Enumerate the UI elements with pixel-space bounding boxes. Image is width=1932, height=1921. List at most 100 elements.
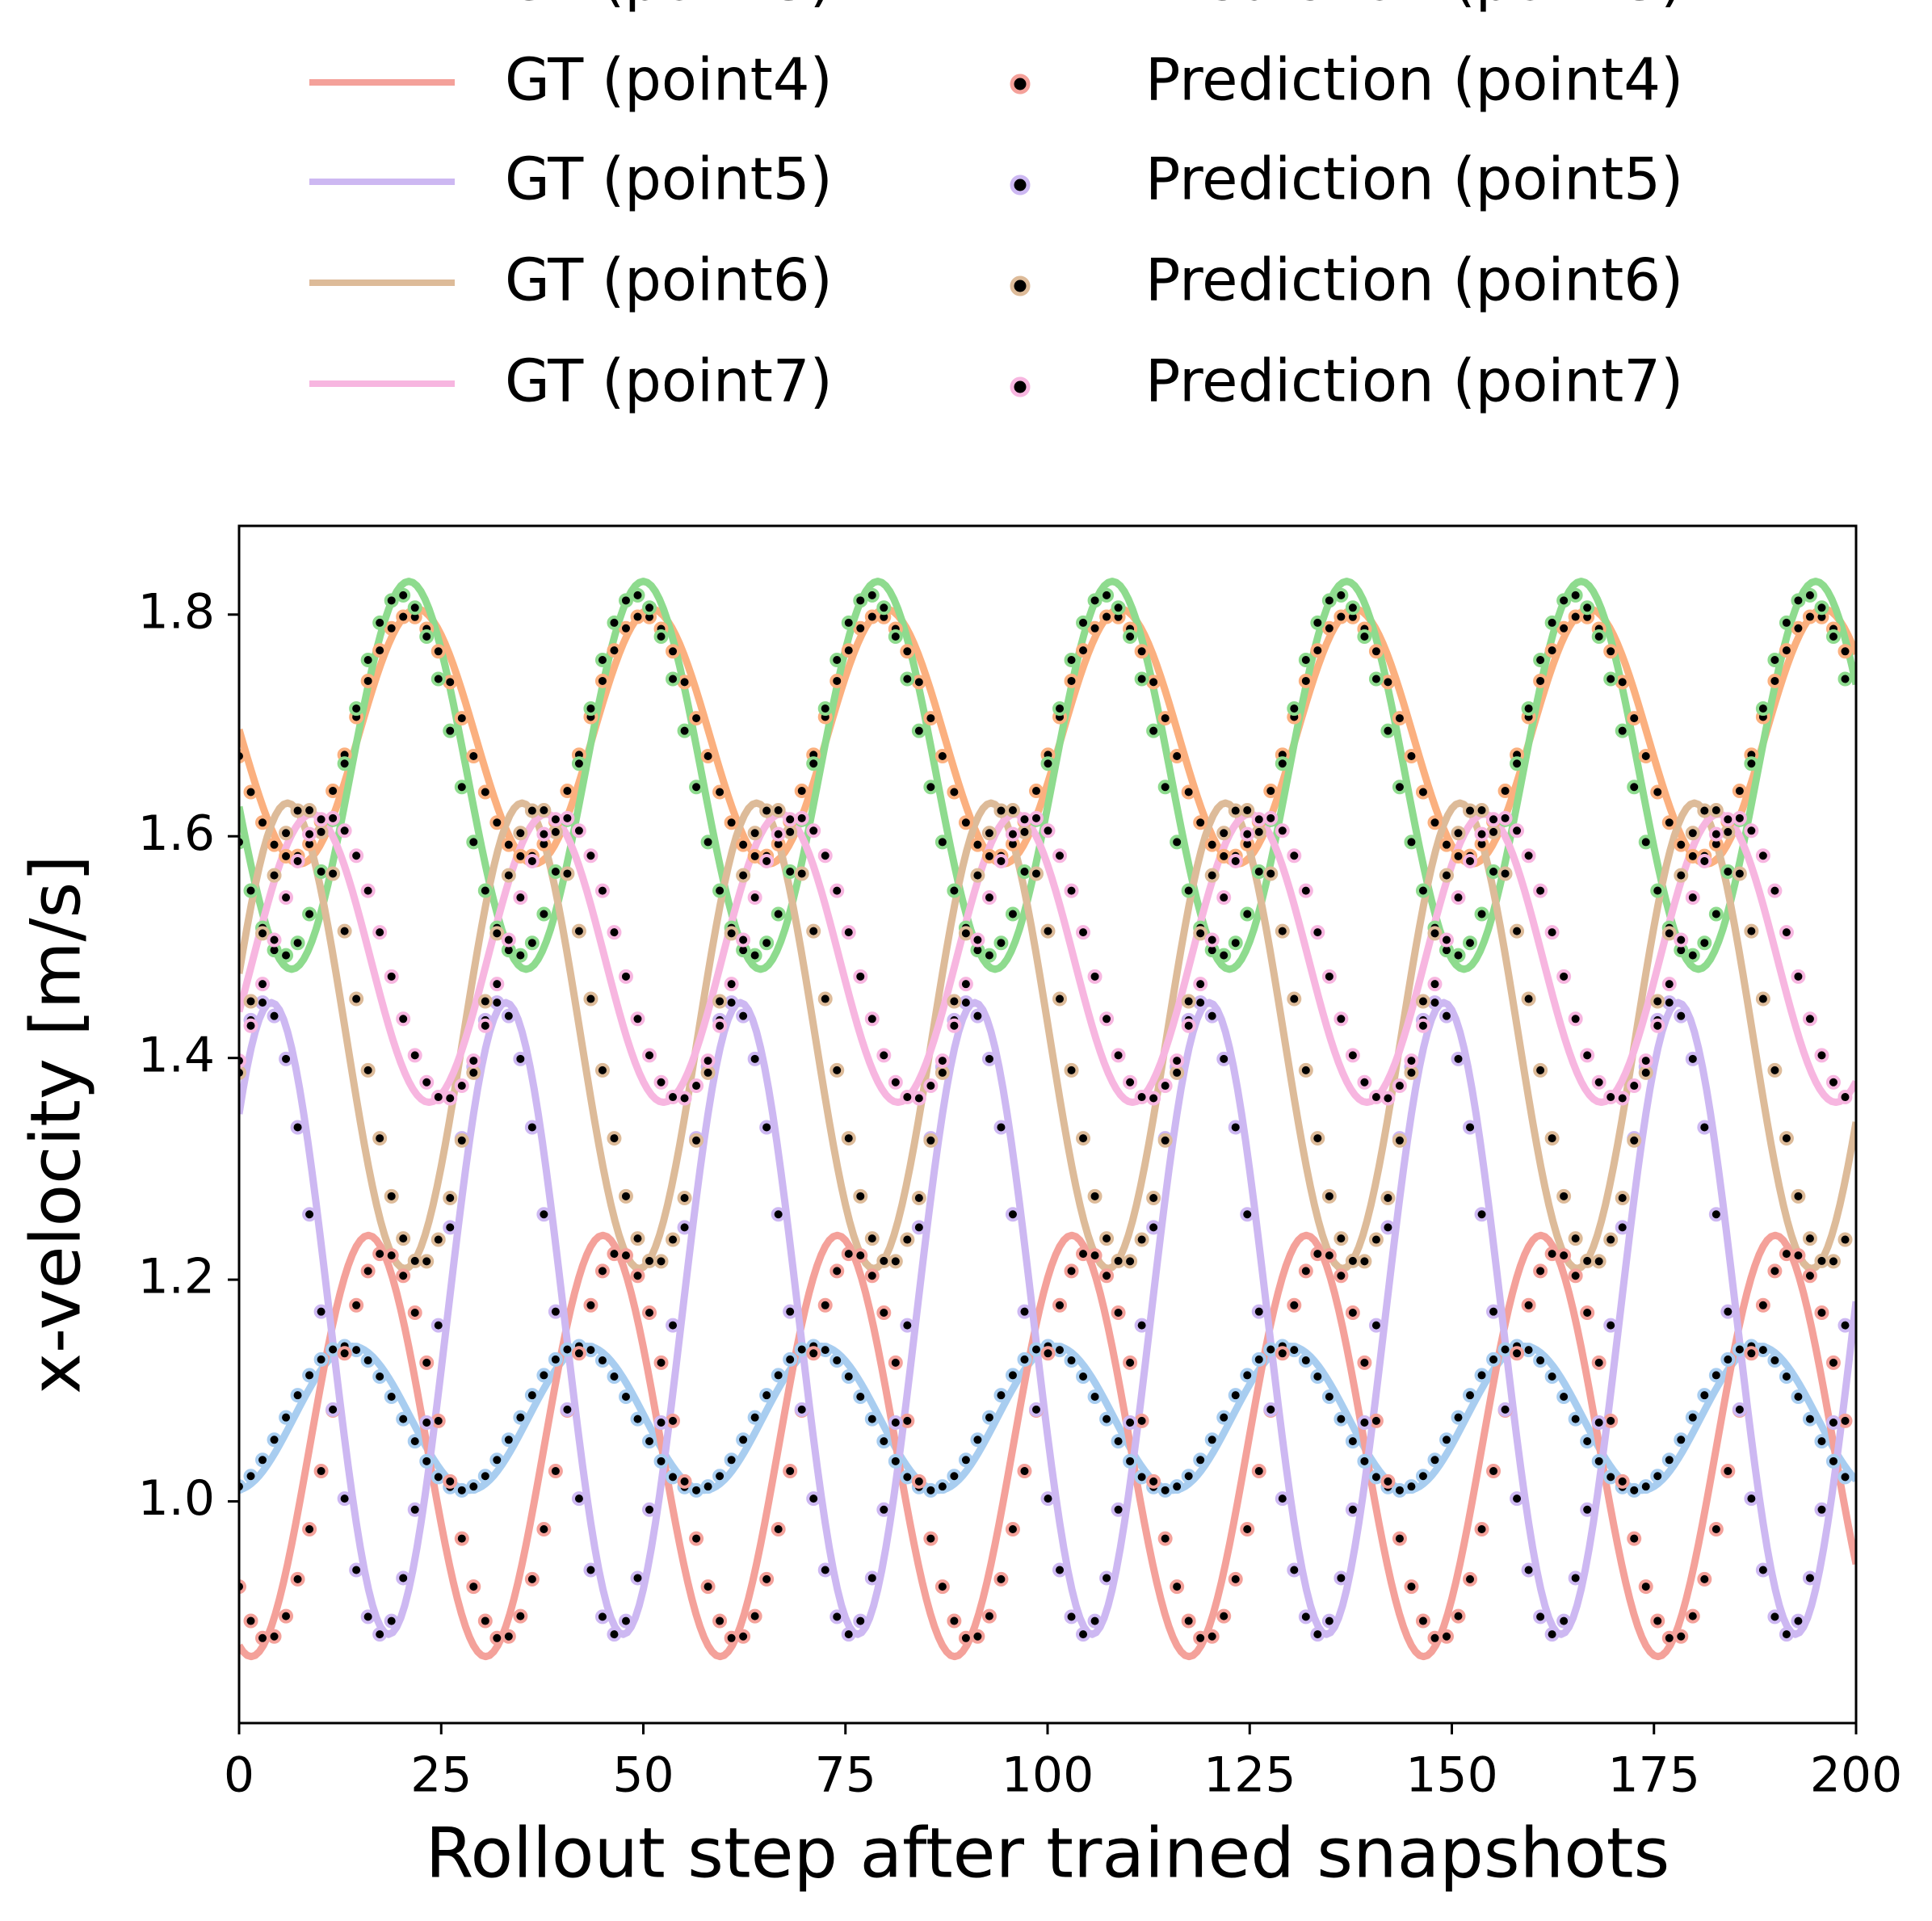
- pred-point-point6: [1368, 1232, 1384, 1247]
- pred-point-point5: [430, 1318, 446, 1333]
- pred-point-point5: [1708, 1207, 1724, 1222]
- pred-point-point4: [689, 1531, 704, 1546]
- pred-point-point3: [923, 780, 939, 795]
- pred-point-point7: [1123, 1074, 1138, 1090]
- pred-point-point5: [900, 1318, 915, 1333]
- pred-point-point1: [454, 1482, 469, 1498]
- pred-point-point6: [1334, 1231, 1349, 1246]
- pred-point-point6: [1779, 1131, 1794, 1146]
- pred-point-point1: [1767, 1353, 1783, 1368]
- pred-point-point6: [1708, 803, 1724, 818]
- pred-point-point6: [981, 826, 997, 841]
- pred-point-point4: [1720, 1464, 1736, 1479]
- legend-pred-label: Prediction (point6): [1145, 246, 1683, 314]
- pred-point-point7: [666, 1090, 681, 1105]
- pred-point-point7: [337, 823, 352, 839]
- pred-point-point5: [970, 1008, 985, 1024]
- pred-point-point5: [349, 1562, 364, 1578]
- pred-point-point7: [1228, 853, 1243, 868]
- pred-point-point4: [477, 1613, 493, 1629]
- pred-point-point3: [747, 948, 762, 963]
- pred-point-point5: [1123, 1415, 1138, 1431]
- pred-point-point6: [1040, 923, 1056, 939]
- pred-point-point4: [806, 1346, 821, 1361]
- pred-point-point4: [255, 1630, 271, 1646]
- pred-point-point7: [712, 1018, 728, 1033]
- pred-point-point7: [1204, 932, 1220, 948]
- pred-point-point5: [1556, 1613, 1572, 1629]
- legend: GT (point3) Prediction (point3) GT (poin…: [309, 0, 1683, 415]
- pred-point-point4: [947, 1613, 962, 1629]
- pred-point-point4: [1638, 1579, 1653, 1595]
- pred-point-point5: [1825, 1415, 1841, 1431]
- pred-point-point7: [594, 883, 610, 898]
- pred-point-point5: [911, 1220, 926, 1235]
- pred-point-point1: [794, 1342, 809, 1357]
- pred-point-point7: [489, 977, 505, 992]
- pred-point-point5: [981, 1051, 997, 1066]
- pred-point-point7: [1345, 1048, 1360, 1063]
- pred-point-point7: [1638, 1053, 1653, 1069]
- pred-point-point2: [1427, 815, 1443, 830]
- pred-point-point1: [360, 1353, 376, 1368]
- pred-point-point1: [1005, 1368, 1020, 1383]
- pred-point-point6: [1275, 923, 1290, 939]
- pred-point-point2: [1134, 644, 1149, 659]
- pred-point-point6: [1591, 1254, 1606, 1269]
- pred-point-point7: [1275, 823, 1290, 839]
- pred-point-point6: [712, 994, 728, 1009]
- pred-point-point6: [1427, 926, 1443, 941]
- pred-point-point3: [1685, 948, 1700, 963]
- pred-point-point5: [571, 1491, 586, 1507]
- pred-point-point2: [981, 848, 997, 864]
- pred-point-point6: [477, 994, 493, 1009]
- pred-point-point6: [1204, 868, 1220, 883]
- pred-point-point1: [1404, 1479, 1419, 1494]
- pred-point-point4: [1017, 1464, 1032, 1479]
- pred-point-point7: [736, 932, 751, 948]
- pred-point-point4: [1157, 1531, 1173, 1546]
- pred-point-point6: [993, 803, 1009, 818]
- pred-point-point7: [1157, 1078, 1173, 1094]
- pred-point-point5: [1791, 1613, 1806, 1629]
- pred-point-point4: [1451, 1608, 1466, 1624]
- pred-point-point6: [396, 1231, 411, 1246]
- pred-point-point4: [841, 1246, 856, 1262]
- pred-point-point4: [1697, 1571, 1712, 1587]
- pred-point-point4: [290, 1571, 305, 1587]
- legend-row-point4: GT (point4) Prediction (point4): [309, 46, 1683, 114]
- pred-point-point7: [279, 890, 294, 906]
- pred-point-point6: [1017, 824, 1032, 839]
- pred-point-point4: [1521, 1297, 1536, 1313]
- pred-point-point7: [1263, 810, 1279, 826]
- pred-point-point6: [689, 1133, 704, 1148]
- pred-point-point7: [1438, 932, 1454, 948]
- pred-point-point6: [1146, 1190, 1161, 1205]
- pred-point-point7: [934, 1053, 950, 1069]
- pred-point-point2: [1146, 675, 1161, 690]
- pred-point-point4: [1368, 1413, 1384, 1428]
- pred-point-point4: [1310, 1246, 1325, 1262]
- pred-point-point1: [1123, 1453, 1138, 1469]
- y-axis-label: x-velocity [m/s]: [15, 855, 96, 1394]
- pred-point-point1: [239, 1479, 246, 1494]
- pred-point-point2: [239, 748, 246, 763]
- pred-point-point1: [1486, 1351, 1502, 1367]
- pred-point-point6: [1521, 991, 1536, 1007]
- pred-point-point2: [958, 815, 973, 830]
- pred-point-point6: [1087, 1188, 1102, 1204]
- pred-point-point6: [349, 991, 364, 1007]
- pred-point-point7: [1568, 1011, 1583, 1027]
- pred-point-point5: [1064, 1609, 1079, 1625]
- pred-point-point3: [864, 587, 880, 603]
- pred-point-point3: [430, 671, 446, 687]
- pred-point-point5: [1017, 1304, 1032, 1319]
- pred-point-point6: [524, 803, 540, 818]
- pred-point-point1: [1099, 1411, 1115, 1427]
- pred-point-point5: [1533, 1609, 1548, 1625]
- pred-point-point2: [1076, 643, 1091, 658]
- pred-point-point4: [571, 1346, 586, 1361]
- pred-point-point4: [958, 1630, 973, 1646]
- pred-point-point4: [372, 1246, 388, 1262]
